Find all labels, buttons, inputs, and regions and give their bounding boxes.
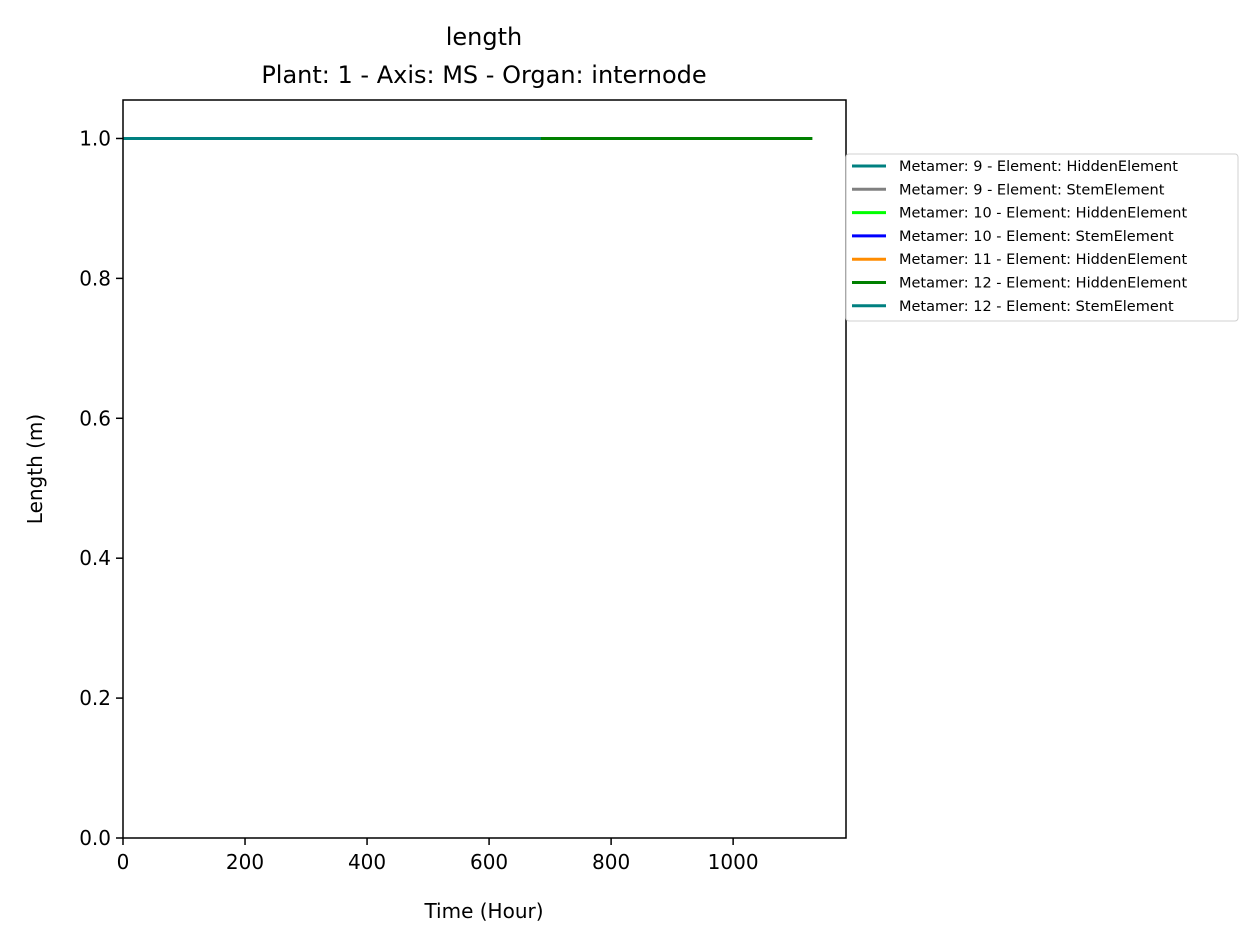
x-tick-label: 400 bbox=[348, 850, 386, 874]
y-tick-label: 0.2 bbox=[79, 686, 111, 710]
chart-subtitle: Plant: 1 - Axis: MS - Organ: internode bbox=[261, 61, 706, 89]
legend-entry: Metamer: 9 - Element: StemElement bbox=[899, 182, 1165, 198]
x-tick-label: 800 bbox=[592, 850, 630, 874]
x-axis-label: Time (Hour) bbox=[423, 899, 543, 923]
y-tick-label: 1.0 bbox=[79, 126, 111, 150]
legend-entry: Metamer: 9 - Element: HiddenElement bbox=[899, 159, 1178, 175]
x-tick-label: 0 bbox=[117, 850, 130, 874]
y-axis-label: Length (m) bbox=[23, 414, 47, 524]
legend-entry: Metamer: 10 - Element: StemElement bbox=[899, 229, 1174, 245]
legend-entry: Metamer: 11 - Element: HiddenElement bbox=[899, 252, 1187, 268]
chart-title: length bbox=[446, 23, 523, 51]
legend: Metamer: 9 - Element: HiddenElement Metam… bbox=[845, 153, 1239, 322]
legend-entry: Metamer: 12 - Element: StemElement bbox=[899, 299, 1174, 315]
x-tick-label: 600 bbox=[470, 850, 508, 874]
y-tick-label: 0.8 bbox=[79, 266, 111, 290]
legend-box bbox=[845, 153, 1239, 322]
x-tick-label: 200 bbox=[226, 850, 264, 874]
y-tick-label: 0.4 bbox=[79, 546, 111, 570]
x-axis-ticks: 0 200 400 600 800 1000 bbox=[117, 838, 759, 874]
y-tick-label: 0.6 bbox=[79, 406, 111, 430]
y-tick-label: 0.0 bbox=[79, 826, 111, 850]
legend-entry: Metamer: 12 - Element: HiddenElement bbox=[899, 276, 1187, 292]
plot-frame bbox=[122, 99, 847, 839]
legend-entry: Metamer: 10 - Element: HiddenElement bbox=[899, 206, 1187, 222]
y-axis-ticks: 0.0 0.2 0.4 0.6 0.8 1.0 bbox=[79, 126, 123, 850]
x-tick-label: 1000 bbox=[708, 850, 759, 874]
